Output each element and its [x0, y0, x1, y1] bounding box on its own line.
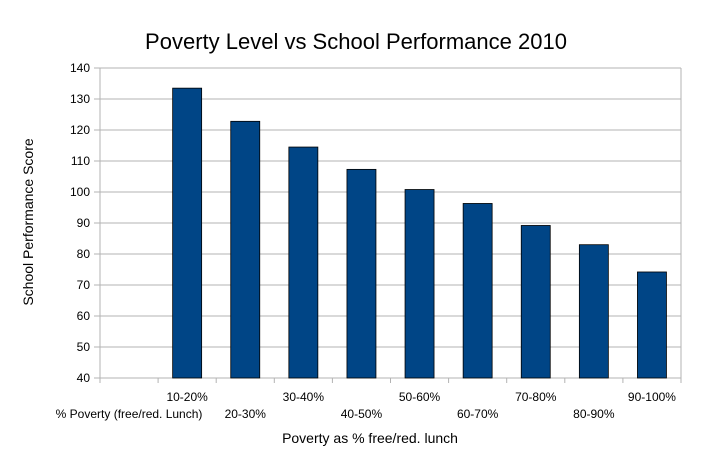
y-tick-labels: 40 50 60 70 80 90 100 110 120 130 140 [70, 61, 90, 385]
y-tick-label: 70 [77, 278, 91, 292]
bar [288, 146, 319, 379]
y-tick-label: 140 [70, 61, 90, 75]
x-tick-label: 80-90% [573, 407, 615, 421]
bar [637, 271, 667, 379]
chart-title: Poverty Level vs School Performance 2010 [145, 29, 567, 54]
bar [520, 225, 551, 379]
x-tick-label: 10-20% [166, 390, 208, 404]
y-tick-label: 40 [77, 371, 91, 385]
x-tick-label: 40-50% [341, 407, 383, 421]
y-tick-label: 90 [77, 216, 91, 230]
y-tick-label: 80 [77, 247, 91, 261]
x-tick-label: 20-30% [225, 407, 267, 421]
bar [172, 87, 203, 379]
y-tick-label: 120 [70, 123, 90, 137]
x-tick-label: 90-100% [628, 390, 676, 404]
bar [578, 244, 609, 379]
x-tick-label: 70-80% [515, 390, 557, 404]
bars [172, 87, 667, 379]
y-tick-label: 130 [70, 92, 90, 106]
x-tick-labels: % Poverty (free/red. Lunch) 10-20% 20-30% 3… [56, 390, 677, 421]
x-tick-label: 60-70% [457, 407, 499, 421]
bar [462, 203, 493, 379]
x-axis-label: Poverty as % free/red. lunch [282, 430, 458, 446]
y-tick-label: 110 [71, 154, 90, 168]
y-tick-label: 60 [77, 309, 91, 323]
bar [230, 120, 261, 379]
x-tick-label: 50-60% [399, 390, 441, 404]
x-tick-label: % Poverty (free/red. Lunch) [56, 407, 203, 421]
y-tick-label: 50 [77, 340, 91, 354]
bar [404, 189, 435, 379]
axes [99, 68, 682, 383]
bar [346, 168, 377, 379]
y-tick-label: 100 [70, 185, 90, 199]
y-axis-label: School Performance Score [20, 138, 36, 306]
x-tick-label: 30-40% [283, 390, 325, 404]
